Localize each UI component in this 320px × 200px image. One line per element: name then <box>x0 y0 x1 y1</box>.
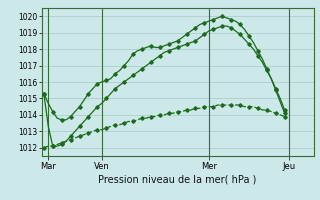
X-axis label: Pression niveau de la mer( hPa ): Pression niveau de la mer( hPa ) <box>99 175 257 185</box>
